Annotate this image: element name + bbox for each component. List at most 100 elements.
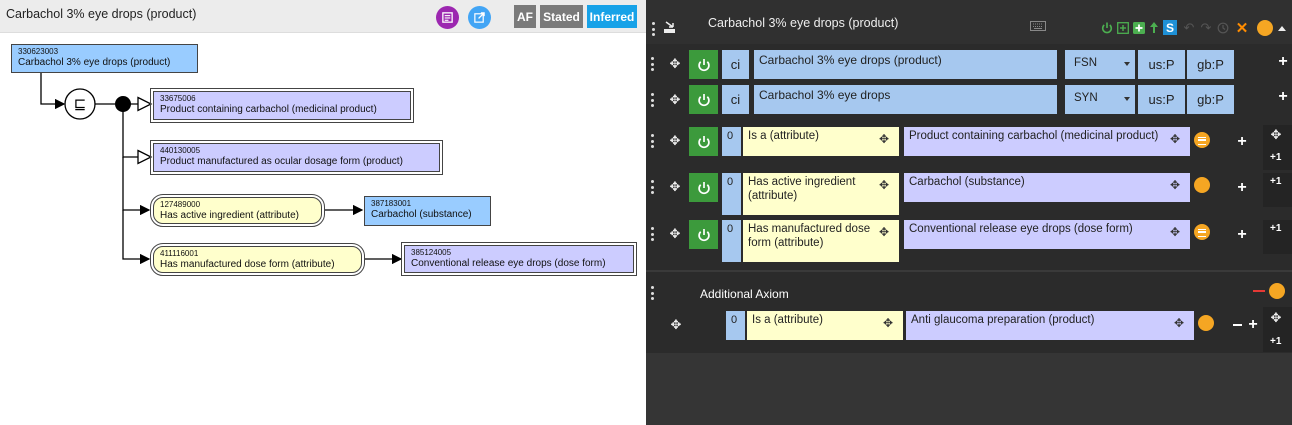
relationship-type-label: Has active ingredient (attribute) — [748, 176, 856, 202]
keyboard-icon[interactable] — [1029, 20, 1047, 32]
activate-icon[interactable] — [1100, 21, 1113, 34]
stated-toggle[interactable]: Stated — [540, 5, 583, 28]
relationship-type-field[interactable]: Is a (attribute) ✥ — [743, 127, 899, 156]
move-icon[interactable]: ✥ — [878, 132, 889, 146]
relationship-target-field[interactable]: Product containing carbachol (medicinal … — [904, 127, 1190, 156]
defined-status-icon[interactable] — [1194, 132, 1210, 148]
gb-acceptability-field[interactable]: gb:P — [1187, 85, 1234, 114]
inferred-toggle[interactable]: Inferred — [587, 5, 637, 28]
add-description-button[interactable]: + — [1278, 53, 1288, 70]
move-icon[interactable]: ✥ — [1169, 225, 1180, 239]
clone-icon[interactable] — [662, 20, 676, 34]
remove-axiom-button[interactable] — [1253, 290, 1265, 292]
move-icon[interactable]: ✥ — [882, 316, 893, 330]
add-box-icon[interactable] — [1116, 21, 1129, 34]
term-input[interactable]: Carbachol 3% eye drops (product) — [754, 50, 1057, 79]
active-toggle-button[interactable] — [689, 85, 718, 114]
us-acceptability-field[interactable]: us:P — [1138, 85, 1185, 114]
move-group-icon[interactable]: ✥ — [1270, 127, 1282, 142]
close-icon[interactable]: ✕ — [1235, 19, 1249, 37]
relationship-type-field[interactable]: Has active ingredient (attribute) ✥ — [743, 173, 899, 215]
add-filled-icon[interactable] — [1132, 21, 1145, 34]
add-description-button[interactable]: + — [1278, 88, 1288, 105]
add-group-button[interactable]: +1 — [1270, 336, 1282, 347]
move-icon[interactable]: ✥ — [669, 226, 681, 241]
parent-concept-node[interactable]: 33675006 Product containing carbachol (m… — [150, 88, 414, 123]
attr-arrow-2 — [122, 210, 151, 265]
move-icon[interactable]: ✥ — [669, 133, 681, 148]
diagram-connectors: ⊑ — [40, 73, 403, 265]
add-group-button[interactable]: +1 — [1270, 176, 1282, 187]
relationship-target-field[interactable]: Anti glaucoma preparation (product) ✥ — [906, 311, 1194, 340]
save-icon[interactable]: S — [1163, 20, 1177, 35]
concept-diagram: ⊑ 330623003 Carbachol 3% eye drops (prod… — [0, 33, 646, 425]
add-relationship-button[interactable]: + — [1248, 316, 1258, 333]
description-type-select[interactable]: SYN — [1065, 85, 1135, 114]
move-icon[interactable]: ✥ — [1169, 178, 1180, 192]
drag-handle-icon[interactable] — [651, 180, 655, 194]
move-icon[interactable]: ✥ — [669, 179, 681, 194]
move-icon[interactable]: ✥ — [878, 225, 889, 239]
relationship-target-field[interactable]: Carbachol (substance) ✥ — [904, 173, 1190, 202]
drag-handle-icon[interactable] — [652, 22, 656, 36]
add-relationship-button[interactable]: + — [1237, 226, 1247, 243]
undo-icon[interactable]: ↶ — [1183, 19, 1195, 35]
val1-label: Carbachol (substance) — [371, 209, 472, 220]
active-toggle-button[interactable] — [689, 50, 718, 79]
add-group-button[interactable]: +1 — [1270, 223, 1282, 234]
af-toggle[interactable]: AF — [514, 5, 536, 28]
move-icon[interactable]: ✥ — [878, 178, 889, 192]
list-view-button[interactable] — [436, 6, 459, 29]
drag-handle-icon[interactable] — [651, 57, 655, 71]
value-concept-node[interactable]: 385124005 Conventional release eye drops… — [401, 242, 637, 276]
axiom-status-icon[interactable] — [1269, 283, 1285, 299]
remove-relationship-button[interactable] — [1233, 324, 1242, 326]
relationship-target-field[interactable]: Conventional release eye drops (dose for… — [904, 220, 1190, 249]
drag-handle-icon[interactable] — [651, 286, 655, 300]
redo-icon[interactable]: ↷ — [1200, 19, 1212, 35]
add-relationship-button[interactable]: + — [1237, 179, 1247, 196]
drag-handle-icon[interactable] — [651, 134, 655, 148]
drag-handle-icon[interactable] — [651, 227, 655, 241]
us-acceptability-field[interactable]: us:P — [1138, 50, 1185, 79]
group-field[interactable]: 0 — [722, 220, 741, 262]
focus-sctid: 330623003 — [18, 47, 59, 56]
move-icon[interactable]: ✥ — [669, 92, 681, 107]
case-significance-field[interactable]: ci — [722, 50, 749, 79]
group-field[interactable]: 0 — [722, 173, 741, 215]
term-input[interactable]: Carbachol 3% eye drops — [754, 85, 1057, 114]
relationship-type-field[interactable]: Has manufactured dose form (attribute) ✥ — [743, 220, 899, 262]
defined-status-icon[interactable] — [1194, 224, 1210, 240]
primitive-status-icon[interactable] — [1198, 315, 1214, 331]
gb-acceptability-field[interactable]: gb:P — [1187, 50, 1234, 79]
move-icon[interactable]: ✥ — [670, 317, 682, 332]
value-concept-node[interactable]: 387183001 Carbachol (substance) — [364, 196, 491, 226]
move-group-icon[interactable]: ✥ — [1270, 310, 1282, 325]
attr2-sctid: 411116001 — [160, 249, 199, 258]
group-field[interactable]: 0 — [722, 127, 741, 156]
add-group-button[interactable]: +1 — [1270, 152, 1282, 163]
active-toggle-button[interactable] — [689, 173, 718, 202]
description-type-select[interactable]: FSN — [1065, 50, 1135, 79]
active-toggle-button[interactable] — [689, 220, 718, 249]
move-icon[interactable]: ✥ — [1173, 316, 1184, 330]
relationship-type-field[interactable]: Is a (attribute) ✥ — [747, 311, 903, 340]
move-icon[interactable]: ✥ — [669, 56, 681, 71]
attribute-node[interactable]: 127489000 Has active ingredient (attribu… — [150, 194, 325, 227]
history-icon[interactable] — [1216, 21, 1230, 34]
add-relationship-button[interactable]: + — [1237, 133, 1247, 150]
drag-handle-icon[interactable] — [651, 93, 655, 107]
parent-concept-node[interactable]: 440130005 Product manufactured as ocular… — [150, 140, 443, 175]
primitive-status-icon[interactable] — [1194, 177, 1210, 193]
attribute-node[interactable]: 411116001 Has manufactured dose form (at… — [150, 243, 365, 276]
upload-icon[interactable] — [1148, 20, 1160, 34]
group-field[interactable]: 0 — [726, 311, 745, 340]
open-external-button[interactable] — [468, 6, 491, 29]
move-icon[interactable]: ✥ — [1169, 132, 1180, 146]
focus-concept-node[interactable]: 330623003 Carbachol 3% eye drops (produc… — [11, 44, 198, 73]
collapse-icon[interactable] — [1277, 24, 1287, 32]
case-significance-field[interactable]: ci — [722, 85, 749, 114]
chevron-down-icon — [1124, 62, 1130, 66]
status-indicator-icon[interactable] — [1257, 20, 1273, 36]
active-toggle-button[interactable] — [689, 127, 718, 156]
